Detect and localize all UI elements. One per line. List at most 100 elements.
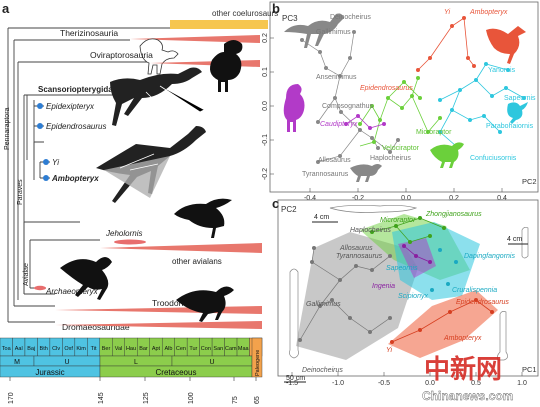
side-labels: Pennaraptora Paraves Avialae	[4, 107, 30, 286]
dromaeosauridae-range	[55, 321, 262, 329]
panel-c-letter: c	[272, 196, 279, 211]
c-label-deinocheirus: Deinocheirus	[302, 367, 343, 374]
b-label-anserimimus: Anserimimus	[316, 74, 357, 81]
archaeopteryx-silhouette	[60, 257, 112, 300]
pennaraptora-label: Pennaraptora	[4, 107, 11, 150]
c-label-zhongjianosaurus: Zhongjianosaurus	[425, 211, 482, 218]
b-purple-links	[345, 115, 385, 129]
b-gray-small-dino-silhouette	[350, 164, 382, 182]
oviraptorosaur-silhouette	[210, 40, 243, 92]
time-tick-label: 170	[8, 392, 15, 404]
b-purple-dino-silhouette	[283, 84, 305, 132]
stage-label: Val	[115, 346, 123, 352]
b-label-allosaurus: Allosaurus	[318, 157, 351, 164]
stage-label: Cen	[176, 346, 186, 352]
c-scale-bar-3-label: 50 cm	[286, 375, 305, 382]
epoch-label: U	[64, 359, 69, 366]
c-red-hull	[388, 290, 498, 358]
b-y-tick-label: 0.0	[262, 101, 269, 111]
c-label-ingenia: Ingenia	[372, 283, 395, 290]
scansoriopterygidae-label: Scansoriopterygidae	[38, 85, 118, 94]
c-gray-points	[298, 246, 392, 342]
panel-a-letter: a	[2, 1, 10, 16]
watermark-url: Chinanews.com	[422, 389, 513, 403]
stage-label: Oxf	[64, 346, 73, 352]
dromaeosauridae-label: Dromaeosauridae	[62, 322, 130, 332]
b-gray-dino-silhouette	[284, 13, 344, 48]
paleogene-cell	[251, 337, 263, 378]
watermark-logo: 中新网	[424, 354, 502, 384]
c-x-tick-label: 0.0	[425, 380, 435, 387]
stage-label: Con	[201, 346, 211, 352]
c-x-tick-label: -1.0	[332, 380, 344, 387]
panel-c-frame	[277, 199, 539, 377]
c-label-gallimimus: Gallimimus	[306, 301, 341, 308]
b-red-bird-silhouette	[486, 26, 526, 64]
b-label-confuciusornis: Confuciusornis	[470, 155, 517, 162]
b-x-tick-label: -0.2	[352, 195, 364, 202]
panel-b-frame	[269, 1, 539, 193]
c-x-tick-label: -0.5	[378, 380, 390, 387]
node-ambopteryx	[43, 175, 49, 181]
archaeopteryx-label: Archaeopteryx	[45, 287, 99, 296]
c-gray-hull	[296, 232, 418, 360]
stage-label: Aal	[15, 346, 23, 352]
b-x-tick-label: 0.2	[449, 195, 459, 202]
b-label-yanornis: Yanornis	[488, 67, 516, 74]
b-label-ambopteryx: Ambopteryx	[469, 9, 508, 16]
b-red-points	[416, 16, 476, 72]
c-label-ambopteryx: Ambopteryx	[443, 335, 482, 342]
other-avialans-label: other avialans	[172, 257, 222, 266]
stage-label: Bth	[40, 346, 48, 352]
epoch-label: M	[14, 359, 20, 366]
node-epidendrosaurus	[37, 123, 43, 129]
troodontid-silhouette	[176, 286, 234, 322]
b-y-tick-label: 0.2	[262, 33, 269, 43]
yi-label: Yi	[52, 158, 59, 167]
time-tick-label: 145	[98, 392, 105, 404]
b-gray-links	[301, 31, 399, 163]
time-tick-label: 100	[188, 392, 195, 404]
b-label-yi: Yi	[444, 9, 451, 16]
archaeopteryx-range	[34, 285, 46, 291]
epidendrosaurus-label: Epidendrosaurus	[46, 122, 106, 131]
oviraptorosauria-label: Oviraptorosauria	[90, 50, 153, 60]
c-scale-bar-1-label: 4 cm	[314, 214, 329, 221]
time-tick-label: 75	[232, 396, 239, 404]
b-label-epidendrosaurus: Epidendrosaurus	[360, 85, 413, 92]
b-cyan-bird-silhouette	[507, 102, 528, 124]
time-tick-label: 65	[254, 396, 261, 404]
b-purple-points	[344, 114, 386, 130]
stage-label: Kim	[76, 346, 86, 352]
c-label-cruralispennia: Cruralispennia	[452, 287, 497, 294]
jeholornis-range	[114, 239, 146, 245]
therizinosauria-range	[130, 35, 260, 43]
c-green-points	[370, 216, 446, 244]
c-label-tyrannosaurus: Tyrannosaurus	[336, 253, 383, 260]
avialae-label: Avialae	[23, 263, 30, 286]
period-label: Jurassic	[35, 368, 64, 377]
stage-label: Ber	[102, 346, 111, 352]
b-label-parabohaiornis: Parabohaiornis	[486, 123, 534, 130]
c-bone-outlines	[289, 204, 529, 361]
stage-label: Bar	[139, 346, 148, 352]
c-red-points	[390, 298, 494, 344]
therizinosauria-label: Therizinosauria	[60, 28, 118, 38]
b-label-tyrannosaurus: Tyrannosaurus	[302, 171, 349, 178]
stage-label: Tit	[91, 346, 97, 352]
stage-label: Alb	[164, 346, 172, 352]
other-coelurosaurs-label: other coelurosaurs	[212, 9, 278, 18]
c-label-yi: Yi	[386, 347, 393, 354]
geologic-timescale: Toa Aal Baj Bth Clv Oxf Kim Tit Ber Val Hau Bar Apt A…	[0, 337, 263, 404]
panel-b-ticks: -0.4 -0.2 0.0 0.2 0.4 0.2 0.1 0.0 -0.1 -0.2	[262, 33, 507, 202]
other-coelurosaurs-range	[170, 20, 268, 29]
b-x-tick-label: -0.4	[304, 195, 316, 202]
therizinosaur-silhouette	[139, 38, 179, 75]
time-tick-label: 125	[143, 392, 150, 404]
panel-b-x-axis-title: PC2	[522, 177, 537, 186]
b-label-haplocheirus: Haplocheirus	[370, 155, 411, 162]
b-y-tick-label: 0.1	[262, 67, 269, 77]
panel-c-ticks: -1.5 -1.0 -0.5 0.0 0.5 1.0	[286, 372, 527, 387]
stage-label: Tur	[189, 346, 197, 352]
stage-label: San	[213, 346, 223, 352]
